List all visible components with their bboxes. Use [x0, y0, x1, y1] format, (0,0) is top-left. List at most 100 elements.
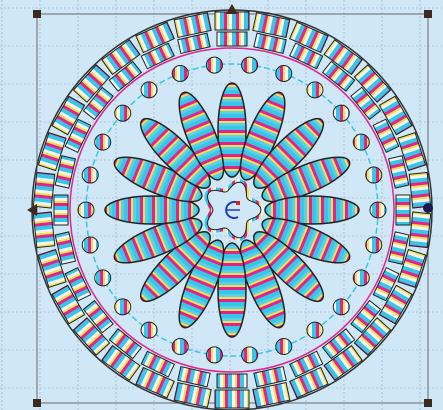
dot: [94, 133, 112, 151]
ring-block: [51, 284, 86, 325]
inner-thread: [69, 47, 395, 373]
ring-block-fill: [135, 366, 175, 399]
dot: [332, 104, 350, 122]
ring-block-fill: [289, 21, 329, 54]
ring-block-fill: [323, 344, 363, 381]
ring-block: [214, 389, 250, 409]
petal: [113, 217, 203, 264]
ring-block: [408, 171, 432, 209]
ring-block: [289, 21, 329, 54]
ring-block-fill: [350, 86, 382, 121]
ring-block: [397, 132, 427, 172]
ring-block-fill: [395, 194, 411, 226]
ring-block: [101, 39, 141, 76]
ring-block-fill: [288, 350, 324, 378]
ring-block: [216, 373, 248, 389]
ring-block-fill: [177, 365, 211, 388]
ring-block-fill: [397, 132, 427, 172]
petal: [140, 118, 211, 189]
ring-block: [387, 231, 410, 265]
dot: [114, 104, 132, 122]
ring-block-fill: [397, 248, 427, 288]
handles[interactable]: [27, 4, 433, 407]
petal-fill: [113, 156, 203, 203]
ring-block: [72, 317, 111, 356]
ring-block: [372, 266, 400, 302]
ring-block: [252, 381, 291, 408]
dot: [81, 166, 99, 184]
ring-block-fill: [173, 381, 212, 408]
dot: [306, 81, 324, 99]
ring-block: [321, 60, 356, 92]
ring-block: [173, 381, 212, 408]
ring-block: [82, 86, 114, 121]
ring-block-fill: [378, 284, 413, 325]
ring-block: [140, 42, 176, 70]
ring-block: [53, 194, 69, 226]
handle[interactable]: [424, 399, 432, 407]
handle[interactable]: [33, 399, 41, 407]
petal: [217, 242, 247, 338]
petal: [113, 156, 203, 203]
ring-block-fill: [173, 12, 212, 39]
handle[interactable]: [226, 4, 238, 14]
dot: [94, 269, 112, 287]
ring-block-fill: [408, 171, 432, 209]
ring-block-fill: [387, 155, 410, 189]
petal: [253, 231, 324, 302]
ring-block-fill: [350, 299, 382, 334]
ring-block-fill: [72, 64, 111, 103]
petal: [140, 231, 211, 302]
ring-block-fill: [64, 118, 92, 154]
center-dot: [236, 201, 240, 205]
ring-block: [321, 328, 356, 360]
ring-block-fill: [387, 231, 410, 265]
ring-block: [108, 60, 143, 92]
petal: [261, 217, 351, 264]
ring-block: [37, 248, 67, 288]
ring-block: [350, 86, 382, 121]
handle[interactable]: [27, 204, 37, 216]
ring-block-fill: [253, 32, 287, 55]
ring-block-fill: [64, 266, 92, 302]
ring-block-fill: [288, 42, 324, 70]
ring-block-fill: [51, 95, 86, 136]
dot: [205, 346, 223, 364]
petal: [217, 82, 247, 178]
handle[interactable]: [424, 10, 432, 18]
ring-block: [216, 31, 248, 47]
ring-block: [64, 266, 92, 302]
ring-block: [54, 155, 77, 189]
petal: [104, 195, 200, 225]
ring-block: [288, 42, 324, 70]
ring-block-fill: [252, 12, 291, 39]
ring-block: [387, 155, 410, 189]
ring-block-fill: [177, 32, 211, 55]
center-marker: [225, 201, 240, 219]
ring-block: [253, 32, 287, 55]
ring-block: [32, 171, 56, 209]
ring-block-fill: [72, 317, 111, 356]
petal-fill: [104, 195, 200, 225]
ring-block-fill: [289, 366, 329, 399]
petal-fill: [140, 231, 211, 302]
ring-block-fill: [372, 118, 400, 154]
ring-block: [408, 211, 432, 249]
petal-fill: [239, 239, 286, 329]
petal-fill: [253, 118, 324, 189]
dot: [306, 321, 324, 339]
ring-block: [350, 299, 382, 334]
ring-block: [252, 12, 291, 39]
handle[interactable]: [33, 10, 41, 18]
dot: [205, 56, 223, 74]
ring-block-fill: [54, 155, 77, 189]
petal-fill: [239, 91, 286, 181]
dot: [171, 338, 189, 356]
handle[interactable]: [423, 203, 433, 213]
ring-block-fill: [378, 95, 413, 136]
petal: [178, 239, 225, 329]
ring-block-fill: [140, 42, 176, 70]
ring-block: [51, 95, 86, 136]
ring-block: [37, 132, 67, 172]
